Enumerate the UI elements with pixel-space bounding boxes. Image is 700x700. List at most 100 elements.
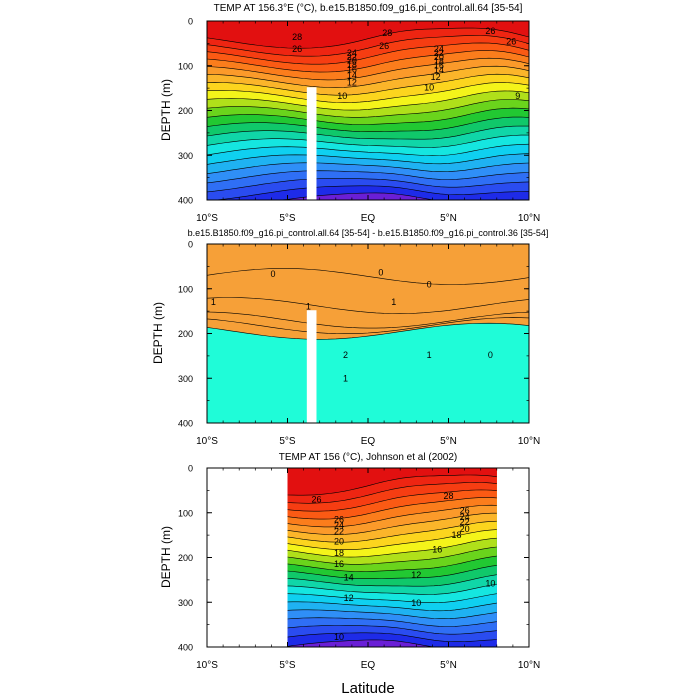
panel-1-y-tick-label: 400 (178, 196, 193, 206)
panel-3-contour-label: 24 (334, 520, 344, 530)
panel-3-contour-label: 18 (334, 548, 344, 558)
panel-3-contour-label: 14 (344, 573, 354, 583)
panel-3-contour-label: 26 (311, 494, 321, 504)
panel-3-contour-line (287, 474, 497, 496)
panel-2-contour-label: 1 (427, 350, 432, 360)
panel-3-contour-line (287, 546, 497, 565)
panel-3-contour-line (287, 574, 497, 587)
panel-1-contour-label: 18 (434, 56, 444, 66)
panel-1-ylabel: DEPTH (m) (159, 79, 173, 141)
panel-3-x-tick-label: 5°S (279, 660, 296, 671)
panel-2-ylabel: DEPTH (m) (151, 302, 165, 364)
panel-3-contours (287, 474, 497, 647)
panel-3-contour-line (287, 555, 497, 572)
panel-1-contour-label: 16 (347, 64, 357, 74)
panel-2-band (207, 244, 529, 340)
panel-1-contour-line (207, 50, 529, 73)
panel-2-contour-labels: 0 0 0 1 1 1 1 2 1 0 (211, 268, 493, 384)
panel-1-contour-line (207, 125, 529, 140)
panel-3-contour-label: 24 (460, 512, 470, 522)
panel-1-contour-label: 14 (434, 65, 444, 75)
panel-1-contour-line (207, 116, 529, 133)
panel-2-contour-label: 0 (427, 279, 432, 289)
panel-3-contour-line (287, 512, 497, 535)
panel-1-contour-line (207, 27, 529, 49)
panel-2: b.e15.B1850.f09_g16.pi_control.all.64 [3… (151, 228, 548, 447)
panel-3-contour-line (287, 617, 497, 627)
panel-1-contour-line (207, 143, 529, 157)
panel-3: TEMP AT 156 (°C), Johnson et al (2002) 2… (159, 452, 540, 671)
panel-2-title: b.e15.B1850.f09_g16.pi_control.all.64 [3… (188, 228, 549, 238)
panel-1-contour-label: 12 (431, 72, 441, 82)
panel-1-contour-label: 12 (347, 77, 357, 87)
panel-3-contour-line (287, 497, 497, 520)
panel-1-contour-line (207, 42, 529, 65)
panel-3-contour-line (287, 639, 497, 647)
panel-1-contour-line (207, 153, 529, 165)
panel-3-contour-line (287, 565, 497, 579)
panel-1: TEMP AT 156.3°E (°C), b.e15.B1850.f09_g1… (159, 3, 540, 224)
panel-3-contour-line (287, 609, 497, 619)
panel-3-contour-label: 10 (334, 632, 344, 642)
panel-1-contour-label: 26 (292, 44, 302, 54)
panel-3-contour-line (287, 601, 497, 612)
panel-1-contour-line (207, 99, 529, 118)
panel-3-contour-label: 20 (334, 536, 344, 546)
panel-1-contour-line (207, 35, 529, 57)
panel-3-contour-label: 26 (460, 506, 470, 516)
panel-3-y-tick-label: 200 (178, 553, 193, 563)
panel-1-contour-label: 24 (434, 44, 444, 54)
panel-1-y-tick-label: 100 (178, 61, 193, 71)
panel-1-contour-line (207, 192, 529, 200)
panel-2-x-tick-label: 5°S (279, 436, 296, 447)
panel-3-contour-line (287, 529, 497, 550)
panel-1-mask-column (306, 87, 317, 200)
panel-3-ylabel: DEPTH (m) (159, 526, 173, 588)
panel-1-contour-label: 24 (347, 48, 357, 58)
panel-3-x-tick-label: EQ (361, 660, 376, 671)
panel-1-y-ticks: 0 100 200 300 400 (178, 17, 529, 206)
panel-2-contour-line (207, 322, 529, 340)
panel-1-contour-label: 9 (515, 91, 520, 101)
panel-1-contour-label: 18 (347, 60, 357, 70)
panel-3-y-tick-label: 0 (188, 464, 193, 474)
panel-3-contour-label: 26 (334, 514, 344, 524)
panel-1-contour-line (207, 65, 529, 88)
panel-1-x-tick-label: 10°N (518, 213, 540, 224)
panel-1-contour-label: 16 (434, 60, 444, 70)
panel-2-contour-label: 1 (306, 302, 311, 312)
panel-1-contours (207, 27, 529, 200)
panel-1-contour-label: 22 (347, 52, 357, 62)
panel-1-contour-label: 26 (485, 26, 495, 36)
panel-2-fill (207, 244, 529, 423)
panel-3-fill (287, 468, 497, 647)
panel-2-contour-label: 0 (378, 268, 383, 278)
panel-2-x-tick-label: 5°N (440, 436, 457, 447)
panel-3-contour-label: 20 (460, 524, 470, 534)
panel-3-y-tick-label: 400 (178, 643, 193, 653)
panel-3-contour-line (287, 537, 497, 558)
panel-1-contour-line (207, 170, 529, 184)
panel-1-contour-line (207, 134, 529, 148)
panel-2-contour-line (207, 311, 529, 329)
panel-2-x-tick-label: EQ (361, 436, 376, 447)
panel-3-x-tick-label: 5°N (440, 660, 457, 671)
panel-1-y-tick-label: 300 (178, 151, 193, 161)
panel-1-contour-label: 20 (347, 55, 357, 65)
panel-1-band (207, 21, 529, 49)
panel-2-contour-label: 1 (343, 373, 348, 383)
panel-1-contour-label: 26 (379, 41, 389, 51)
panel-1-x-ticks: 10°S 5°S EQ 5°N 10°N (196, 21, 540, 224)
panel-2-contour-label: 1 (391, 297, 396, 307)
panel-3-contour-label: 10 (485, 578, 495, 588)
figure-xlabel: Latitude (341, 680, 394, 697)
panel-1-y-tick-label: 200 (178, 106, 193, 116)
panel-3-y-tick-label: 100 (178, 508, 193, 518)
panel-3-contour-line (287, 625, 497, 635)
panel-1-x-tick-label: 5°N (440, 213, 457, 224)
panel-3-contour-line (287, 632, 497, 642)
panel-3-contour-line (287, 583, 497, 595)
